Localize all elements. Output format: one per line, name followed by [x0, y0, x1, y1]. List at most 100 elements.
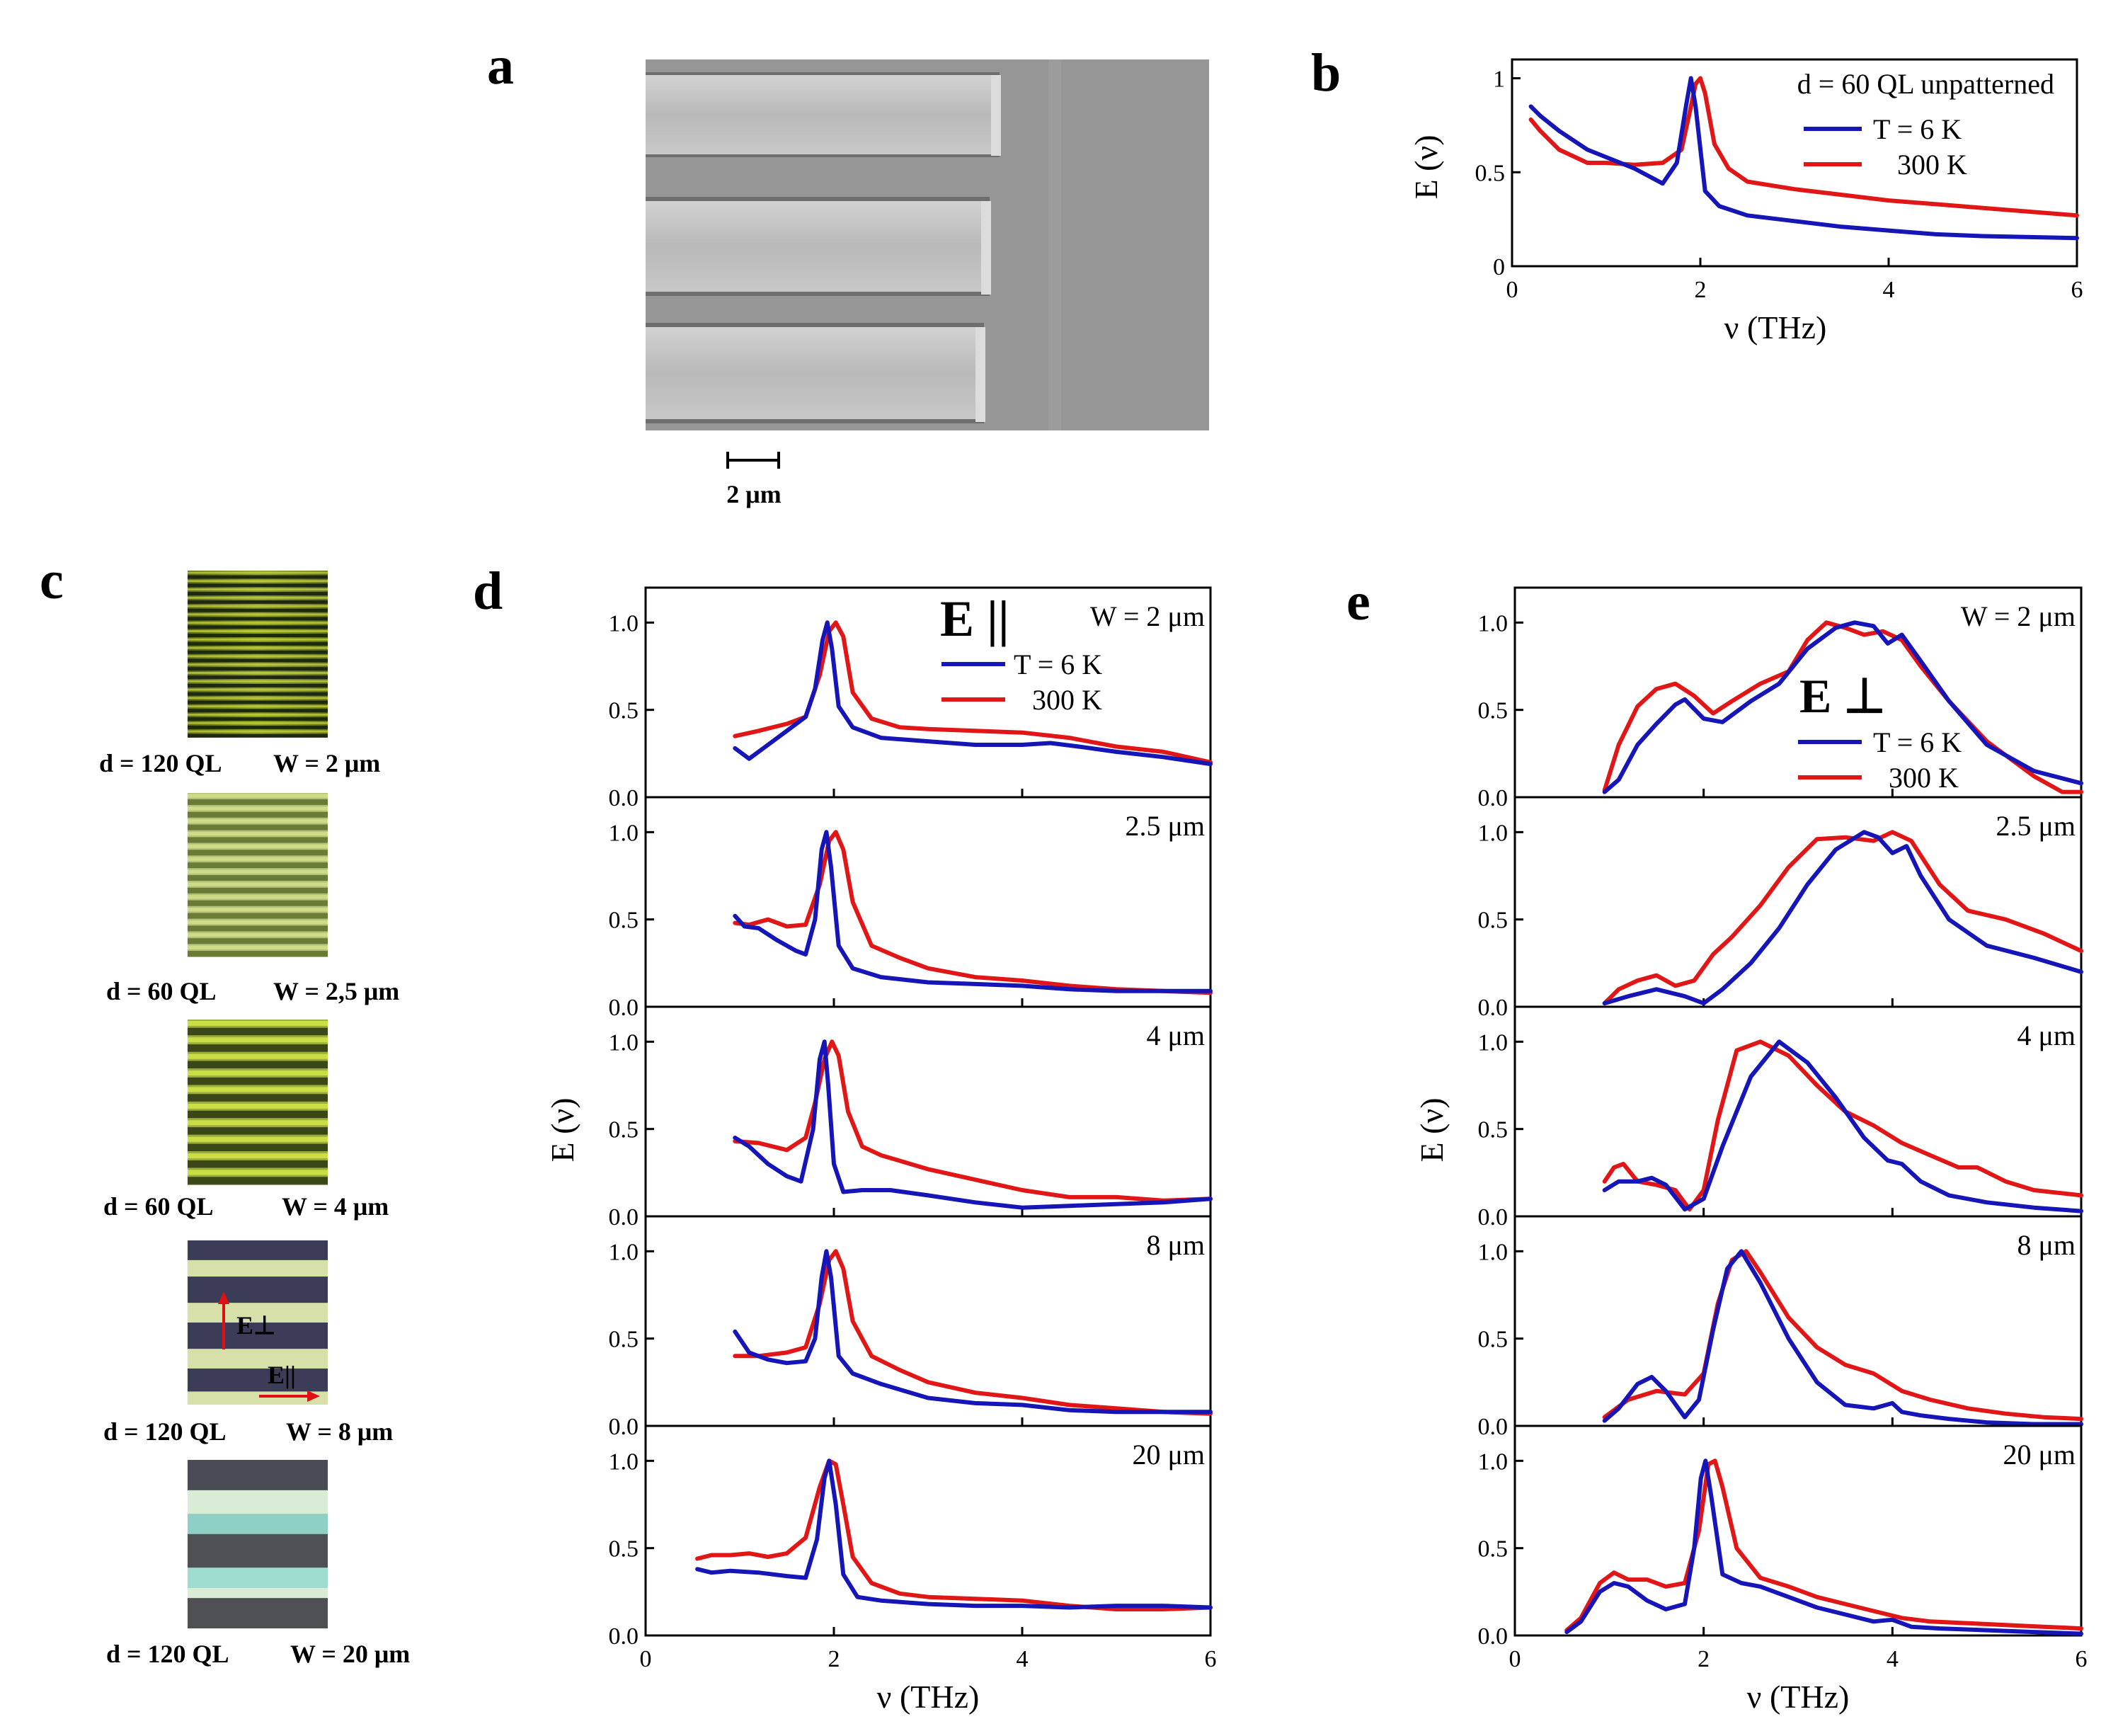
panel-label-a: a [487, 36, 514, 96]
chart-d-sub1-ytick-label: 1.0 [609, 610, 639, 636]
chart-e-sub2-ytick-label: 1.0 [1478, 820, 1509, 846]
chart-d-sub3-width-label: 4 μm [1146, 1020, 1205, 1051]
chart-e-sub4-ytick-label: 0.0 [1478, 1414, 1509, 1440]
chart-d-sub3-series-6k [733, 1039, 1213, 1210]
chart-d-sub4-ytick-label: 0.0 [609, 1414, 639, 1440]
micrograph-4 [188, 1240, 328, 1405]
scale-bar [726, 452, 780, 469]
chart-d-sub5-xtick-label: 0 [640, 1646, 652, 1672]
chart-e-sub2-series-6k [1602, 830, 2083, 1006]
chart-e: 0.0 0.5 1.0 W = 2 μm 0.0 0.5 1.0 2.5 μm 0.0 0.5 1.… [1478, 586, 2088, 1672]
chart-e-sub5-series-300k [1564, 1458, 2083, 1633]
chart-e-sub3-ytick-label: 0.0 [1478, 1204, 1509, 1230]
chart-d-legend-6k: T = 6 K [1014, 649, 1102, 680]
chart-d-sub2-series-6k [733, 830, 1213, 993]
chart-e-sub5-ytick-label: 0.0 [1478, 1623, 1509, 1650]
chart-e-sub3-series-300k [1602, 1039, 2083, 1212]
chart-d-sub2-ytick-label: 1.0 [609, 820, 639, 846]
chart-e-sub5-width-label: 20 μm [2003, 1439, 2076, 1471]
chart-e-sub1-series-6k [1602, 620, 2083, 794]
chart-d-sub4-ytick-label: 0.5 [609, 1327, 639, 1353]
e-perp-label: E⊥ [236, 1311, 275, 1340]
chart-e-sub4-ytick-label: 0.5 [1478, 1327, 1509, 1353]
chart-e-sub3-ytick-label: 1.0 [1478, 1029, 1509, 1056]
chart-e-sub1-ytick-label: 0.5 [1478, 698, 1509, 724]
chart-d-xlabel: ν (THz) [877, 1679, 980, 1715]
chart-b-ytick-label: 1 [1493, 67, 1505, 93]
chart-d-sub5-xtick-label: 2 [828, 1646, 840, 1672]
chart-e-sub2-ytick-label: 0.5 [1478, 908, 1509, 934]
chart-e-sub5-ytick-label: 0.5 [1478, 1536, 1509, 1563]
chart-b-frame [1511, 58, 2078, 268]
chart-b-series-6k [1528, 76, 2079, 241]
panel-label-b: b [1311, 43, 1341, 103]
micrograph-1-width: W = 2 μm [273, 749, 380, 777]
micrograph-2-thickness: d = 60 QL [106, 977, 217, 1005]
chart-e-sub2-ytick-label: 0.0 [1478, 995, 1509, 1021]
chart-d-legend: T = 6 K 300 K [941, 649, 1102, 716]
chart-e-xlabel: ν (THz) [1747, 1679, 1850, 1715]
chart-e-sub5-xtick-label: 6 [2076, 1646, 2088, 1672]
chart-b-legend-6k: T = 6 K [1873, 113, 1962, 145]
micrograph-5-width: W = 20 μm [290, 1640, 410, 1668]
e-par-label: E|| [268, 1361, 296, 1389]
chart-d-sub1-ytick-label: 0.0 [609, 785, 639, 811]
chart-d-sub2-width-label: 2.5 μm [1125, 810, 1205, 842]
chart-e-sub5-ytick-label: 1.0 [1478, 1449, 1509, 1475]
chart-e-sub1-width-label: W = 2 μm [1961, 600, 2076, 632]
chart-e-sub5-series-6k [1564, 1458, 2083, 1636]
chart-d-sub5-ytick-label: 1.0 [609, 1449, 639, 1475]
micrograph-1 [188, 571, 328, 738]
micrograph-4-thickness: d = 120 QL [103, 1417, 227, 1446]
chart-b-xtick-label: 0 [1506, 277, 1518, 303]
chart-e-sub3-ytick-label: 0.5 [1478, 1117, 1509, 1143]
chart-d-polarization: E || [940, 590, 1009, 647]
chart-e-polarization: E ⊥ [1799, 669, 1886, 723]
chart-d-sub5-ytick-label: 0.5 [609, 1536, 639, 1563]
sem-strip [646, 72, 1001, 157]
chart-b-ytick-label: 0.5 [1475, 160, 1506, 186]
chart-e-sub1-ytick-label: 0.0 [1478, 785, 1509, 811]
chart-e-sub5-xtick-label: 2 [1698, 1646, 1710, 1672]
chart-b-xtick-label: 2 [1695, 277, 1707, 303]
micrograph-5-thickness: d = 120 QL [106, 1640, 229, 1668]
chart-d-sub4-frame [644, 1215, 1212, 1427]
scale-bar-label: 2 μm [726, 480, 781, 508]
chart-d-sub1-series-6k [733, 620, 1213, 767]
chart-d-sub4-series-6k [733, 1249, 1213, 1415]
chart-e-sub5-xtick-label: 4 [1887, 1646, 1899, 1672]
chart-b-title: d = 60 QL unpatterned [1797, 68, 2054, 100]
chart-d-sub5-frame [644, 1424, 1212, 1637]
panel-label-e: e [1346, 572, 1370, 632]
micrograph-4-width: W = 8 μm [286, 1417, 393, 1446]
chart-d-sub4-series-300k [733, 1249, 1213, 1416]
chart-d-sub5-xtick-label: 6 [1205, 1646, 1217, 1672]
panel-label-d: d [473, 561, 503, 621]
chart-d-sub2-ytick-label: 0.5 [609, 908, 639, 934]
chart-d-sub3-series-300k [733, 1039, 1213, 1203]
chart-d-sub5-series-6k [695, 1458, 1213, 1610]
chart-e-sub3-series-6k [1602, 1039, 2083, 1214]
chart-b-ytick-label: 0 [1493, 254, 1505, 280]
chart-e-ylabel: E (ν) [1414, 1097, 1450, 1162]
micrograph-5 [188, 1460, 328, 1628]
chart-b: 0 0.5 1 0 2 4 6 [1475, 58, 2083, 303]
chart-e-sub4-ytick-label: 1.0 [1478, 1239, 1509, 1265]
chart-e-sub4-width-label: 8 μm [2017, 1229, 2076, 1261]
chart-d-sub3-ytick-label: 1.0 [609, 1029, 639, 1056]
chart-e-sub2-width-label: 2.5 μm [1996, 810, 2076, 842]
micrograph-1-thickness: d = 120 QL [99, 749, 222, 777]
micrograph-3 [188, 1020, 328, 1185]
sem-strip [646, 323, 985, 423]
chart-d-sub4-width-label: 8 μm [1146, 1229, 1205, 1261]
chart-d-sub3-ytick-label: 0.0 [609, 1204, 639, 1230]
chart-d-sub3-ytick-label: 0.5 [609, 1117, 639, 1143]
micrograph-2-width: W = 2,5 μm [273, 977, 399, 1005]
chart-d-sub5-xtick-label: 4 [1017, 1646, 1029, 1672]
polarization-arrows [218, 1291, 320, 1402]
chart-d-legend-300k: 300 K [1032, 684, 1102, 716]
chart-d-sub5-width-label: 20 μm [1132, 1439, 1205, 1471]
chart-e-sub2-series-300k [1602, 830, 2083, 1006]
chart-e-sub4-series-300k [1602, 1249, 2083, 1422]
chart-b-xtick-label: 4 [1883, 277, 1895, 303]
